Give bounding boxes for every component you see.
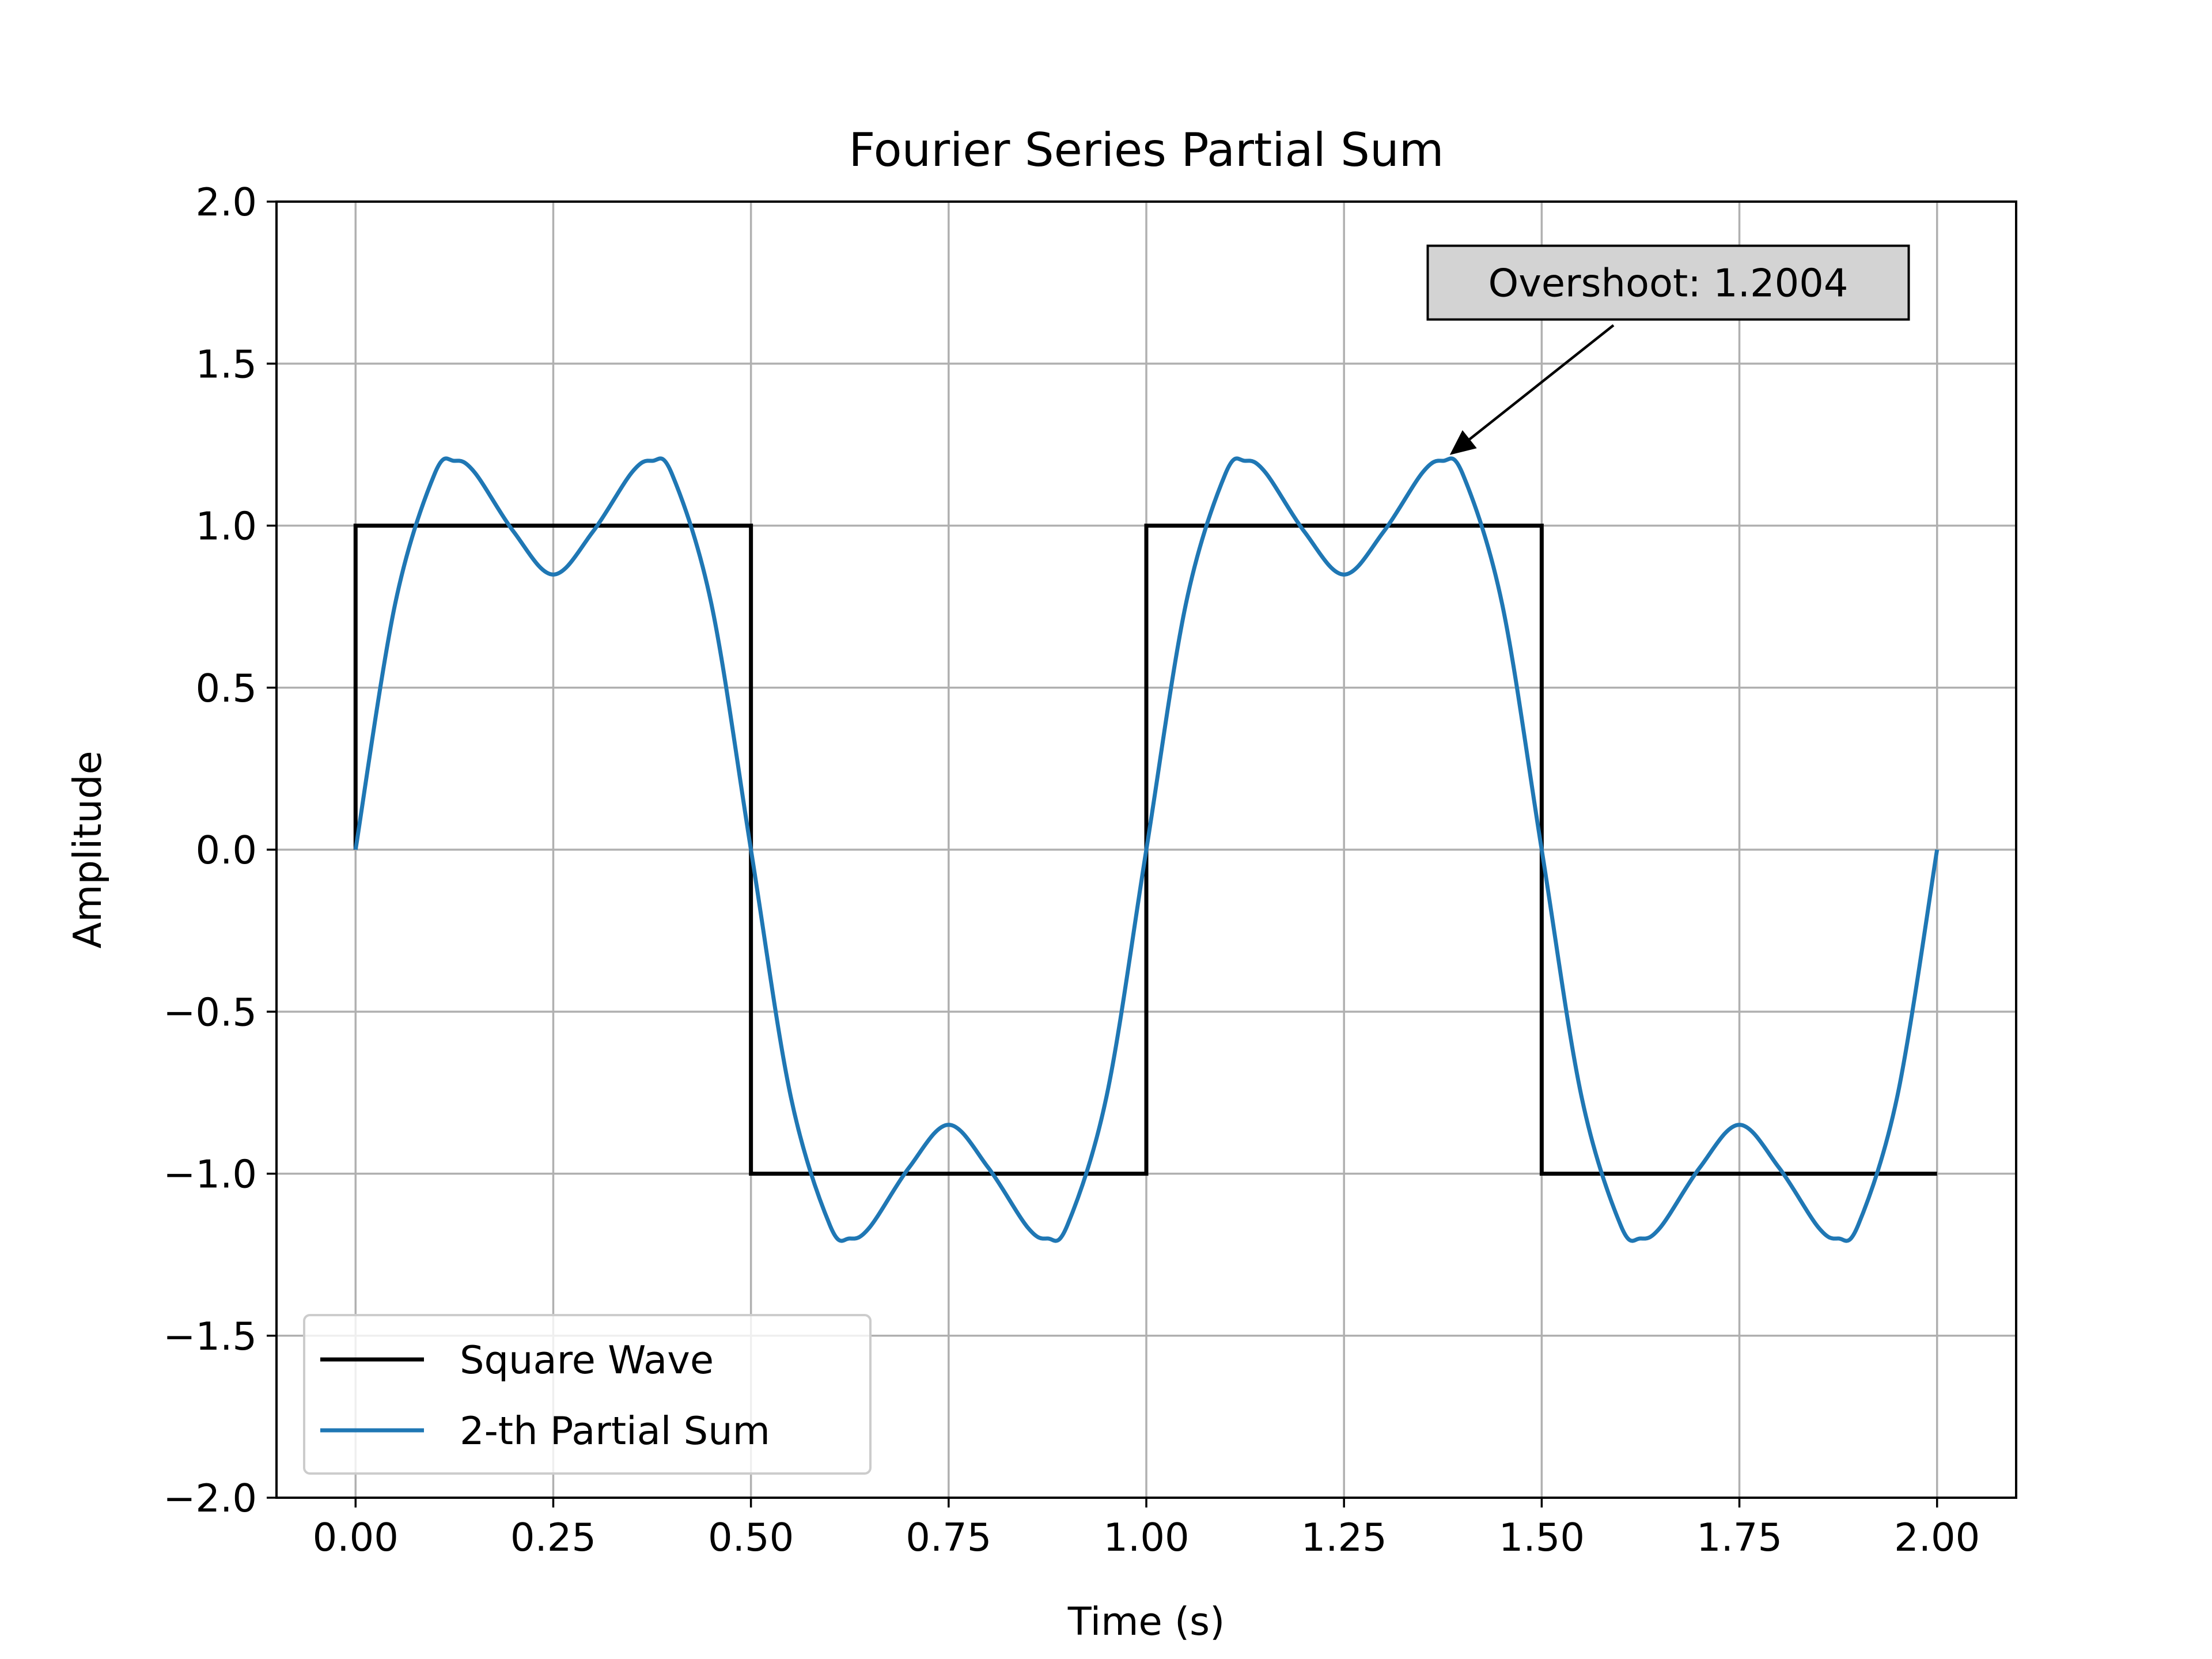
x-tick-label: 1.50: [1499, 1515, 1585, 1560]
x-tick-label: 2.00: [1894, 1515, 1980, 1560]
x-tick-label: 1.75: [1696, 1515, 1782, 1560]
x-tick-label: 1.00: [1103, 1515, 1189, 1560]
legend-box: [303, 1314, 872, 1475]
y-tick-label: −2.0: [163, 1476, 257, 1521]
overshoot-annotation: Overshoot: 1.2004: [1426, 244, 1910, 455]
x-tick-label: 0.00: [313, 1515, 399, 1560]
y-tick-label: 2.0: [195, 180, 257, 225]
legend-label-partial-sum: 2-th Partial Sum: [460, 1408, 770, 1453]
y-tick-label: 1.5: [195, 342, 257, 387]
series-group: [353, 456, 1940, 1243]
y-tick-label: 0.0: [195, 828, 257, 873]
chart-title: Fourier Series Partial Sum: [849, 123, 1444, 177]
y-tick-label: 0.5: [195, 666, 257, 711]
x-tick-label: 1.25: [1301, 1515, 1387, 1560]
y-tick-label: −0.5: [163, 990, 257, 1035]
x-tick-label: 0.50: [708, 1515, 794, 1560]
annotation-box: [1426, 244, 1910, 321]
y-tick-label: −1.0: [163, 1152, 257, 1197]
x-tick-label: 0.25: [510, 1515, 596, 1560]
y-axis-label: Amplitude: [65, 751, 110, 948]
annotation-text: Overshoot: 1.2004: [1488, 261, 1848, 306]
x-tick-label: 0.75: [906, 1515, 991, 1560]
x-axis-label: Time (s): [1067, 1599, 1225, 1644]
y-tick-label: 1.0: [195, 504, 257, 549]
series-line-square-wave: [353, 524, 1937, 1176]
series-line-partial-sum: [353, 456, 1940, 1243]
y-tick-label: −1.5: [163, 1314, 257, 1359]
annotation-arrow: [1468, 324, 1615, 441]
legend: Square Wave 2-th Partial Sum: [303, 1314, 872, 1475]
annotation-arrowhead: [1449, 430, 1477, 455]
tick-group: 0.00 0.25 0.50 0.75 1.00 1.25 1.50 1.75 2.00 −2.0…: [163, 180, 1980, 1560]
legend-label-square-wave: Square Wave: [460, 1338, 714, 1382]
